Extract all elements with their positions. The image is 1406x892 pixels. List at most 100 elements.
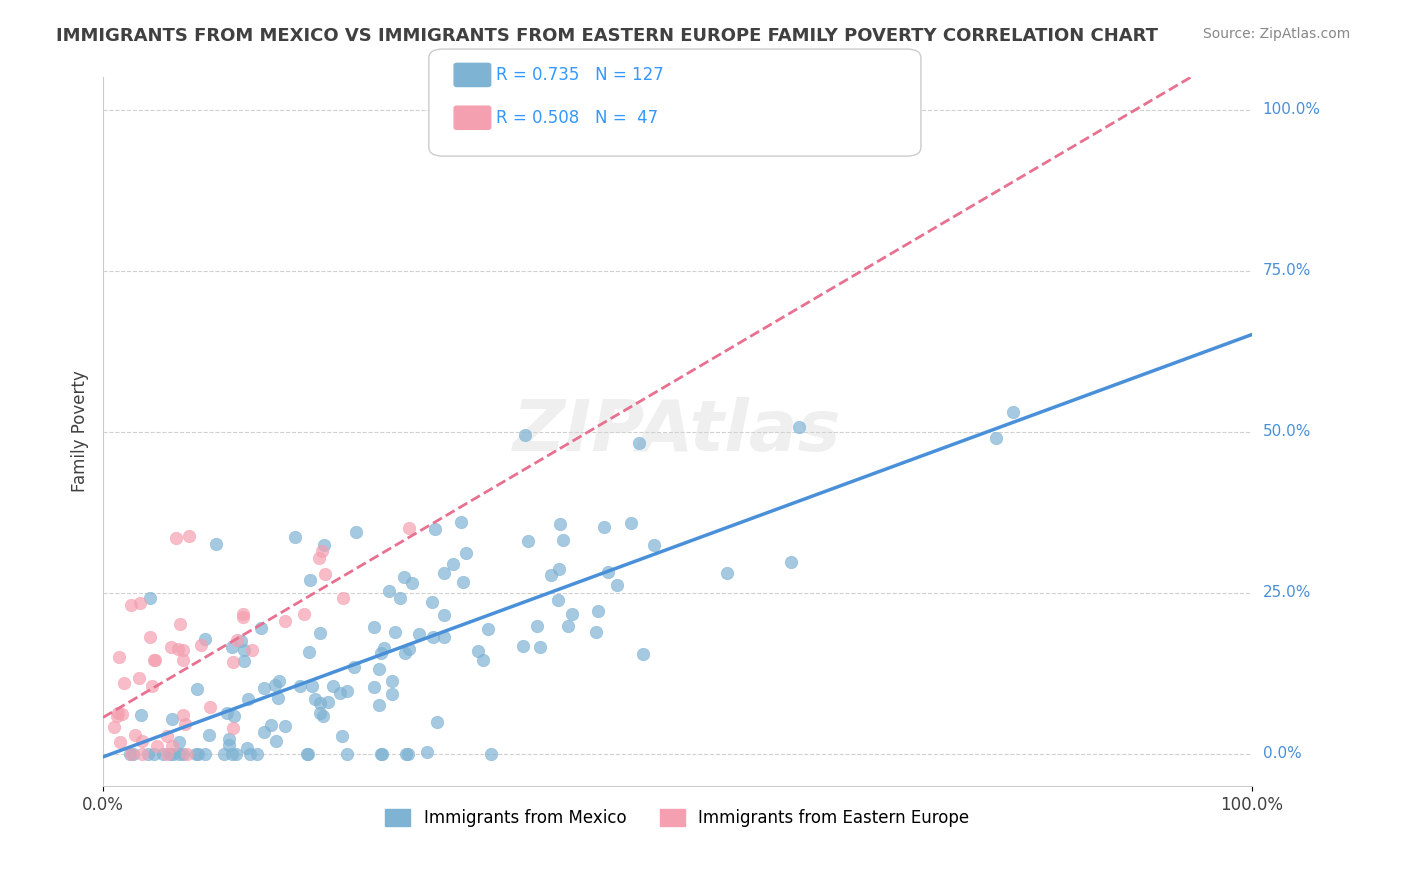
Point (136, 747, 159, 761)
Point (225, 747, 247, 761)
Point (716, 566, 738, 581)
Point (553, 533, 575, 548)
Point (160, 640, 183, 655)
Point (398, 521, 420, 535)
Point (1001, 405, 1024, 419)
Point (620, 516, 643, 530)
Point (363, 681, 385, 695)
Point (204, 536, 226, 550)
Point (260, 718, 283, 732)
Point (396, 747, 419, 761)
Point (344, 525, 367, 540)
Point (174, 717, 197, 731)
Point (143, 653, 166, 667)
Point (131, 733, 153, 747)
Point (221, 747, 243, 761)
Point (297, 747, 319, 761)
Text: 50.0%: 50.0% (1263, 424, 1310, 439)
Point (253, 681, 276, 695)
Point (217, 706, 239, 721)
Point (308, 696, 330, 710)
Point (184, 747, 207, 761)
Point (332, 591, 354, 606)
Point (120, 747, 142, 761)
Point (266, 690, 288, 705)
Point (401, 575, 423, 590)
Point (284, 530, 307, 544)
Point (221, 640, 243, 654)
Point (789, 420, 811, 434)
Point (169, 616, 191, 631)
Point (304, 692, 326, 706)
Legend: Immigrants from Mexico, Immigrants from Eastern Europe: Immigrants from Mexico, Immigrants from … (378, 803, 976, 834)
Point (343, 660, 366, 674)
Text: 100.0%: 100.0% (1263, 103, 1320, 117)
Point (643, 538, 665, 552)
Point (240, 643, 263, 657)
Point (129, 707, 152, 722)
Point (274, 614, 297, 628)
Point (547, 593, 569, 607)
Point (177, 529, 200, 543)
Point (378, 584, 401, 599)
Point (107, 706, 129, 721)
Point (373, 641, 395, 656)
Point (108, 649, 131, 664)
Point (118, 747, 141, 761)
Point (432, 566, 454, 581)
Point (266, 733, 288, 747)
Point (176, 747, 198, 761)
Point (172, 747, 194, 761)
Point (371, 747, 394, 761)
Point (190, 638, 212, 652)
Point (145, 653, 167, 667)
Point (231, 634, 253, 648)
Point (425, 522, 447, 536)
Point (146, 739, 169, 753)
Point (112, 676, 135, 690)
Y-axis label: Family Poverty: Family Poverty (72, 371, 89, 492)
Point (322, 679, 344, 693)
Point (308, 551, 330, 566)
Point (394, 647, 416, 661)
Point (246, 747, 269, 761)
Point (274, 719, 297, 733)
Point (398, 642, 420, 657)
Point (160, 712, 183, 726)
Point (198, 728, 221, 742)
Point (631, 647, 654, 661)
Point (363, 620, 385, 634)
Point (233, 643, 256, 657)
Point (370, 747, 392, 761)
Text: R = 0.735   N = 127: R = 0.735 N = 127 (496, 66, 664, 84)
Point (111, 706, 134, 721)
Point (561, 607, 583, 621)
Point (267, 673, 290, 688)
Point (984, 431, 1007, 445)
Point (432, 630, 454, 644)
Point (186, 681, 208, 696)
Point (336, 747, 359, 761)
Point (103, 720, 125, 734)
Point (226, 632, 249, 647)
Text: ZIPAtlas: ZIPAtlas (513, 397, 842, 467)
Point (330, 729, 353, 743)
Point (517, 533, 540, 548)
Point (548, 516, 571, 531)
Point (172, 708, 194, 723)
Point (420, 595, 443, 609)
Point (139, 591, 162, 606)
Point (309, 625, 332, 640)
Point (233, 654, 256, 668)
Point (218, 739, 240, 753)
Point (381, 687, 404, 701)
Point (309, 706, 332, 720)
Point (426, 715, 449, 730)
Point (477, 622, 499, 636)
Point (592, 520, 614, 534)
Point (314, 567, 336, 582)
Point (165, 531, 187, 545)
Point (394, 569, 416, 583)
Point (329, 686, 352, 700)
Point (416, 745, 439, 759)
